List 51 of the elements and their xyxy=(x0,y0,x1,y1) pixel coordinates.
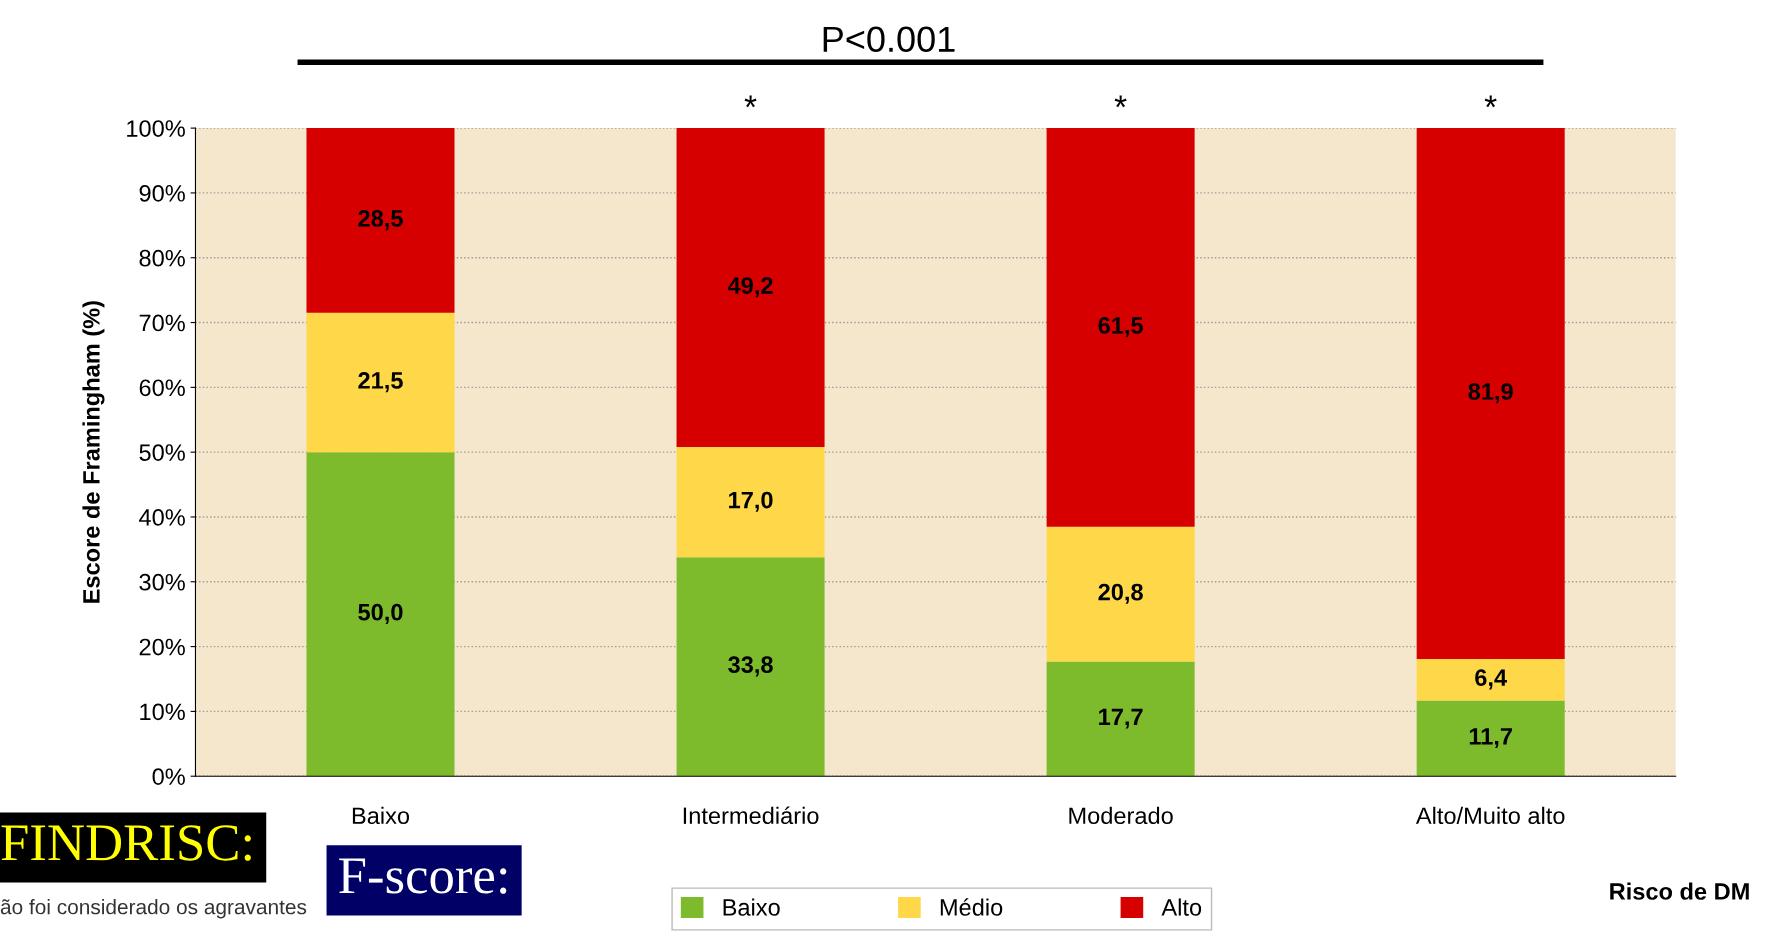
bar xyxy=(306,452,455,777)
text: FINDRISC: xyxy=(1,825,251,861)
bar xyxy=(306,128,455,313)
data-label: 20,8 xyxy=(1098,583,1143,604)
y-tick-label: 40% xyxy=(139,509,185,526)
legend-label: Médio xyxy=(940,898,1003,916)
y-tick-label: 20% xyxy=(139,638,185,656)
data-label: 81,9 xyxy=(1468,383,1513,404)
data-label: 21,5 xyxy=(358,372,403,393)
y-tick-label: 30% xyxy=(139,573,185,591)
data-label: 49,2 xyxy=(727,277,773,298)
y-tick-label: 100% xyxy=(127,120,185,137)
data-label: 11,7 xyxy=(1469,728,1512,749)
y-tick-label: 50% xyxy=(139,444,185,461)
bar xyxy=(306,312,455,453)
data-label: 33,8 xyxy=(728,656,773,677)
annotation: * xyxy=(1484,95,1497,108)
bar xyxy=(676,446,825,558)
y-tick-label: 60% xyxy=(139,379,185,397)
data-label: 61,5 xyxy=(1098,317,1143,338)
y-tick-label: 10% xyxy=(140,703,185,721)
bar xyxy=(1416,700,1565,777)
y-tick-label: 80% xyxy=(139,249,185,267)
x-tick-label: Alto/Muito alto xyxy=(1415,806,1565,825)
data-label: 28,5 xyxy=(358,210,403,231)
annotation: * xyxy=(744,95,757,108)
bar xyxy=(1046,526,1195,662)
data-label: 6,4 xyxy=(1475,669,1507,690)
y-tick-label: 0% xyxy=(152,768,185,785)
text: F-score: xyxy=(339,858,507,894)
chart-title: P<0.001 xyxy=(823,26,955,53)
x-axis-title: Risco de DM xyxy=(1610,882,1749,900)
data-label: 17,0 xyxy=(729,491,773,512)
legend-label: Alto xyxy=(1161,898,1202,916)
x-tick-label: Moderado xyxy=(1069,806,1173,825)
y-axis-title: Escore de Framingham (%) xyxy=(82,301,105,603)
data-label: 50,0 xyxy=(358,603,403,624)
annotation: * xyxy=(1114,95,1127,108)
bar xyxy=(676,557,825,777)
data-label: 17,7 xyxy=(1099,708,1143,729)
bar xyxy=(1416,658,1565,701)
bar xyxy=(1046,128,1195,527)
y-tick-label: 70% xyxy=(139,314,185,332)
y-tick-label: 90% xyxy=(139,184,185,202)
x-tick-label: Intermediário xyxy=(683,806,819,825)
bar xyxy=(676,128,825,447)
bar xyxy=(1046,661,1195,777)
text: ão foi considerado os agravantes xyxy=(0,899,307,919)
bar xyxy=(1416,128,1565,659)
legend-label: Baixo xyxy=(723,898,780,916)
x-tick-label: Baixo xyxy=(352,806,410,825)
